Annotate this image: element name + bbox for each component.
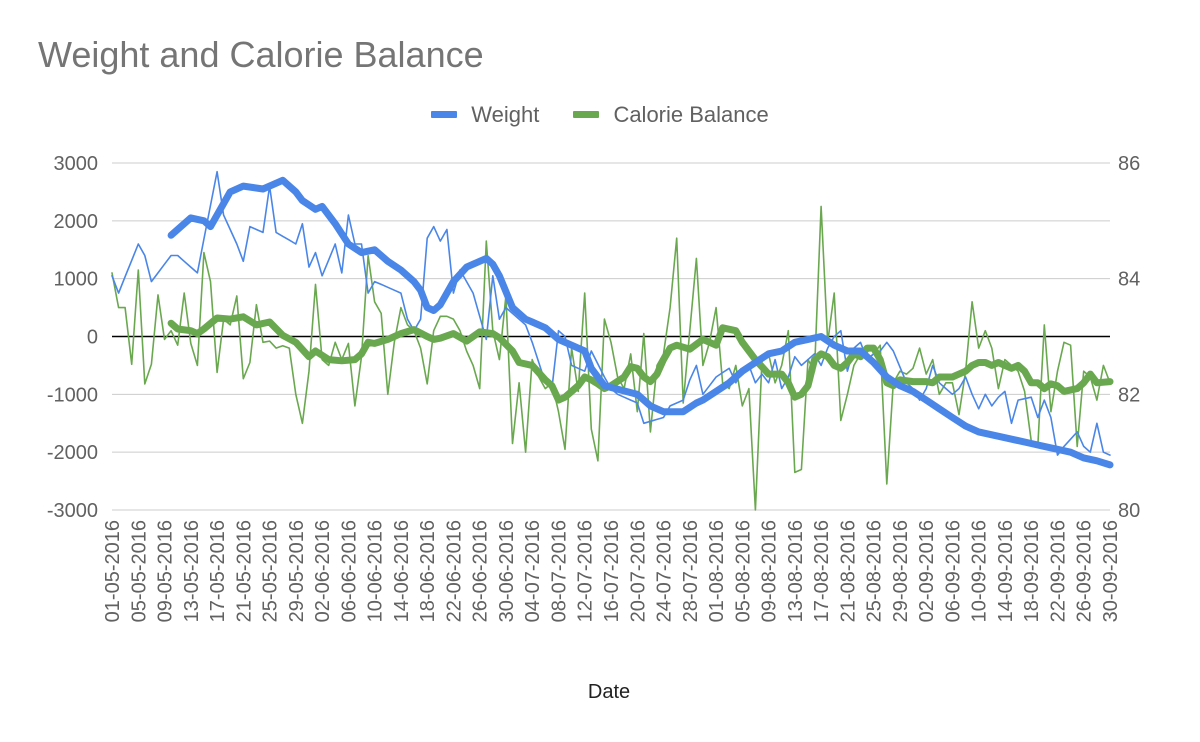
x-tick-label: 14-09-2016 bbox=[995, 520, 1017, 622]
x-tick-label: 28-07-2016 bbox=[680, 520, 702, 622]
x-tick-label: 29-08-2016 bbox=[890, 520, 912, 622]
y-tick-right: 82 bbox=[1118, 384, 1140, 406]
x-tick-label: 02-09-2016 bbox=[916, 520, 938, 622]
x-tick-label: 25-08-2016 bbox=[864, 520, 886, 622]
legend-swatch-weight bbox=[431, 111, 458, 118]
legend-item-calorie-balance[interactable]: Calorie Balance bbox=[573, 101, 769, 128]
x-tick-label: 22-09-2016 bbox=[1047, 520, 1069, 622]
series-line-weight-moving-average bbox=[167, 176, 1114, 469]
x-tick-label: 10-06-2016 bbox=[365, 520, 387, 622]
x-tick-label: 26-06-2016 bbox=[470, 520, 492, 622]
x-tick-label: 04-07-2016 bbox=[522, 520, 544, 622]
legend: Weight Calorie Balance bbox=[0, 98, 1200, 128]
x-tick-label: 17-08-2016 bbox=[811, 520, 833, 622]
x-tick-label: 02-06-2016 bbox=[312, 520, 334, 622]
y-tick-left: 1000 bbox=[54, 269, 99, 291]
x-tick-label: 09-05-2016 bbox=[155, 520, 177, 622]
x-tick-label: 09-08-2016 bbox=[759, 520, 781, 622]
x-tick-label: 20-07-2016 bbox=[627, 520, 649, 622]
chart-title: Weight and Calorie Balance bbox=[38, 34, 484, 75]
x-tick-label: 30-06-2016 bbox=[496, 520, 518, 622]
x-tick-label: 18-06-2016 bbox=[417, 520, 439, 622]
x-tick-label: 12-07-2016 bbox=[575, 520, 597, 622]
y-tick-left: 2000 bbox=[54, 211, 99, 233]
series-line-calorie-balance-moving-average bbox=[167, 313, 1114, 404]
x-tick-label: 05-05-2016 bbox=[128, 520, 150, 622]
y-tick-left: -3000 bbox=[47, 500, 98, 522]
series-line-calorie-balance bbox=[111, 205, 1111, 511]
x-tick-label: 06-09-2016 bbox=[942, 520, 964, 622]
y-tick-left: 3000 bbox=[54, 153, 99, 175]
x-tick-label: 26-09-2016 bbox=[1074, 520, 1096, 622]
y-tick-right: 80 bbox=[1118, 500, 1140, 522]
x-tick-label: 29-05-2016 bbox=[286, 520, 308, 622]
x-tick-label: 06-06-2016 bbox=[338, 520, 360, 622]
x-tick-label: 22-06-2016 bbox=[443, 520, 465, 622]
y-tick-left: -2000 bbox=[47, 442, 98, 464]
y-tick-right: 86 bbox=[1118, 153, 1140, 175]
x-tick-label: 21-08-2016 bbox=[837, 520, 859, 622]
legend-label-weight: Weight bbox=[471, 101, 540, 127]
x-axis-title: Date bbox=[588, 681, 630, 703]
x-tick-label: 14-06-2016 bbox=[391, 520, 413, 622]
legend-label-calorie-balance: Calorie Balance bbox=[613, 101, 769, 127]
x-tick-label: 18-09-2016 bbox=[1021, 520, 1043, 622]
x-tick-label: 17-05-2016 bbox=[207, 520, 229, 622]
x-tick-label: 16-07-2016 bbox=[601, 520, 623, 622]
legend-item-weight[interactable]: Weight bbox=[431, 102, 539, 128]
series-line-weight bbox=[111, 170, 1111, 456]
x-tick-label: 30-09-2016 bbox=[1100, 520, 1122, 622]
legend-swatch-calorie-balance bbox=[573, 111, 600, 118]
x-tick-label: 21-05-2016 bbox=[233, 520, 255, 622]
x-tick-label: 13-05-2016 bbox=[181, 520, 203, 622]
y-tick-left: -1000 bbox=[47, 384, 98, 406]
x-tick-label: 25-05-2016 bbox=[260, 520, 282, 622]
x-tick-label: 10-09-2016 bbox=[969, 520, 991, 622]
x-tick-label: 08-07-2016 bbox=[548, 520, 570, 622]
x-tick-label: 24-07-2016 bbox=[654, 520, 676, 622]
x-tick-label: 01-08-2016 bbox=[706, 520, 728, 622]
x-tick-label: 01-05-2016 bbox=[102, 520, 124, 622]
y-tick-right: 84 bbox=[1118, 269, 1140, 291]
x-tick-label: 05-08-2016 bbox=[732, 520, 754, 622]
y-tick-left: 0 bbox=[87, 327, 98, 349]
x-tick-label: 13-08-2016 bbox=[785, 520, 807, 622]
